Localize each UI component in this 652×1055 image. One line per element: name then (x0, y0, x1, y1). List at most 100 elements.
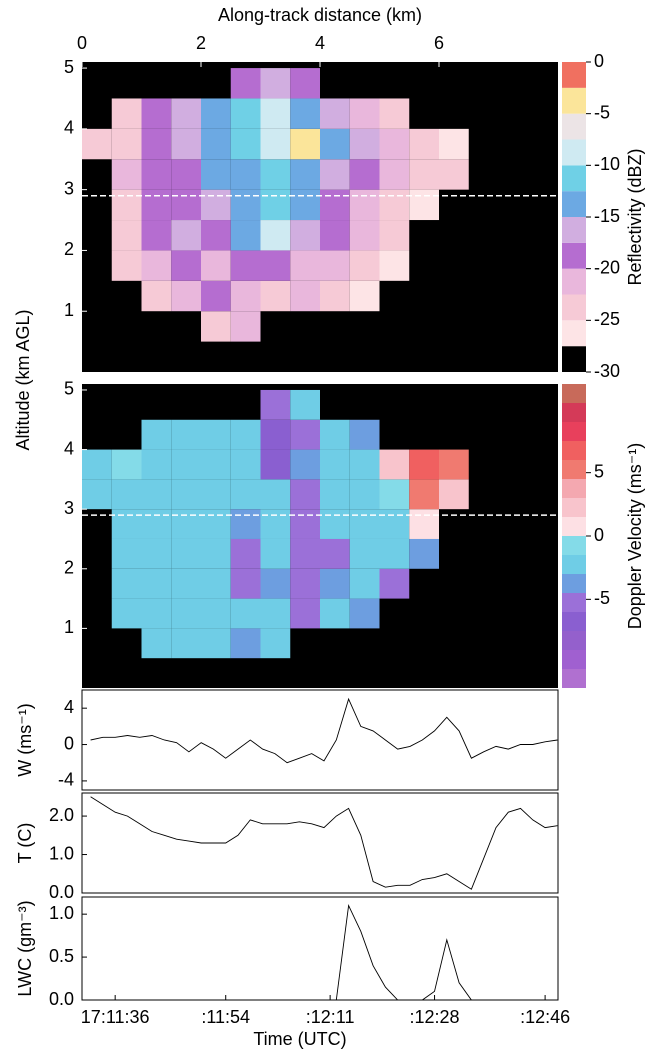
heat-cell (141, 159, 172, 190)
heat-cell (82, 479, 112, 510)
colorbar-segment (562, 593, 586, 612)
x-axis-label: Time (UTC) (253, 1029, 346, 1049)
heat-cell (320, 509, 350, 539)
heat-cell (201, 280, 231, 312)
colorbar-tick-label: -5 (594, 102, 610, 122)
heat-cell (349, 538, 380, 569)
heat-cell (349, 509, 380, 539)
heat-cell (409, 189, 439, 221)
heat-cell (230, 419, 261, 450)
colorbar-segment (562, 346, 586, 372)
heat-cell (260, 68, 291, 99)
heat-cell (141, 449, 172, 480)
heat-cell (260, 280, 291, 312)
heat-cell (379, 479, 410, 510)
heat-cell (201, 449, 231, 480)
heat-cell (379, 538, 410, 569)
colorbar-segment (562, 631, 586, 650)
x-tick-label: 17:11:36 (81, 1007, 150, 1027)
colorbar-segment (562, 555, 586, 574)
heat-cell (230, 280, 261, 312)
heat-cell (349, 250, 380, 281)
heat-cell (111, 98, 142, 129)
y-tick-label: 1.0 (49, 843, 74, 863)
y-tick-label: 1 (64, 617, 74, 637)
heat-cell (111, 479, 142, 510)
y-tick-label: 3 (64, 498, 74, 518)
plot-frame (81, 689, 559, 791)
heat-cell (349, 220, 380, 251)
y-axis-label: W (ms⁻¹) (15, 703, 35, 776)
heat-cell (290, 449, 320, 480)
heat-cell (320, 250, 350, 281)
heat-cell (201, 220, 231, 251)
colorbar-tick-label: -20 (594, 257, 620, 277)
heat-cell (439, 449, 469, 480)
colorbar-segment (562, 574, 586, 593)
heat-cell (260, 128, 291, 160)
y-tick-label: 4 (64, 697, 74, 717)
y-axis-label: Altitude (km AGL) (13, 309, 33, 450)
heat-cell (230, 538, 261, 569)
heat-cell (171, 419, 201, 450)
heat-cell (111, 509, 142, 539)
heat-cell (409, 538, 439, 569)
heat-cell (349, 568, 380, 599)
heat-cell (320, 598, 350, 629)
heat-cell (290, 389, 320, 420)
heat-cell (111, 159, 142, 190)
x-axis-label: Along-track distance (km) (218, 5, 422, 25)
heat-cell (260, 189, 291, 221)
heat-cell (349, 98, 380, 129)
heat-cell (379, 509, 410, 539)
x-tick-label: 6 (434, 33, 444, 53)
colorbar-segment (562, 460, 586, 479)
heat-cell (260, 98, 291, 129)
heat-cell (230, 250, 261, 281)
colorbar-segment (562, 294, 586, 321)
heat-cell (141, 509, 172, 539)
heat-cell (320, 128, 350, 160)
heat-cell (409, 159, 439, 190)
heat-cell (379, 128, 410, 160)
heat-cell (201, 628, 231, 659)
heat-cell (230, 311, 261, 342)
colorbar-tick-label: -15 (594, 206, 620, 226)
heat-cell (290, 128, 320, 160)
heat-cell (320, 159, 350, 190)
heat-cell (290, 598, 320, 629)
heat-cell (201, 479, 231, 510)
heat-cell (379, 220, 410, 251)
x-tick-label: :12:46 (520, 1007, 570, 1027)
heat-cell (379, 250, 410, 281)
heat-cell (111, 568, 142, 599)
colorbar-segment (562, 479, 586, 498)
colorbar-segment (562, 62, 586, 88)
data-line (90, 796, 558, 890)
heat-cell (201, 509, 231, 539)
heat-cell (201, 159, 231, 190)
colorbar-tick-label: -25 (594, 309, 620, 329)
heat-cell (171, 568, 201, 599)
colorbar-segment (562, 517, 586, 536)
heat-cell (111, 598, 142, 629)
y-tick-label: 1.0 (49, 903, 74, 923)
heat-cell (201, 128, 231, 160)
heat-cell (379, 568, 410, 599)
colorbar-tick-label: -30 (594, 361, 620, 381)
y-tick-label: 1 (64, 300, 74, 320)
heat-cell (171, 628, 201, 659)
heat-cell (171, 189, 201, 221)
colorbar-segment (562, 165, 586, 192)
heat-cell (349, 598, 380, 629)
heat-cell (349, 280, 380, 312)
heat-cell (260, 538, 291, 569)
heat-cell (230, 628, 261, 659)
heat-cell (230, 68, 261, 99)
heat-cell (320, 538, 350, 569)
colorbar-segment (562, 384, 586, 403)
heat-cell (171, 509, 201, 539)
heat-cell (349, 189, 380, 221)
heat-cell (349, 128, 380, 160)
